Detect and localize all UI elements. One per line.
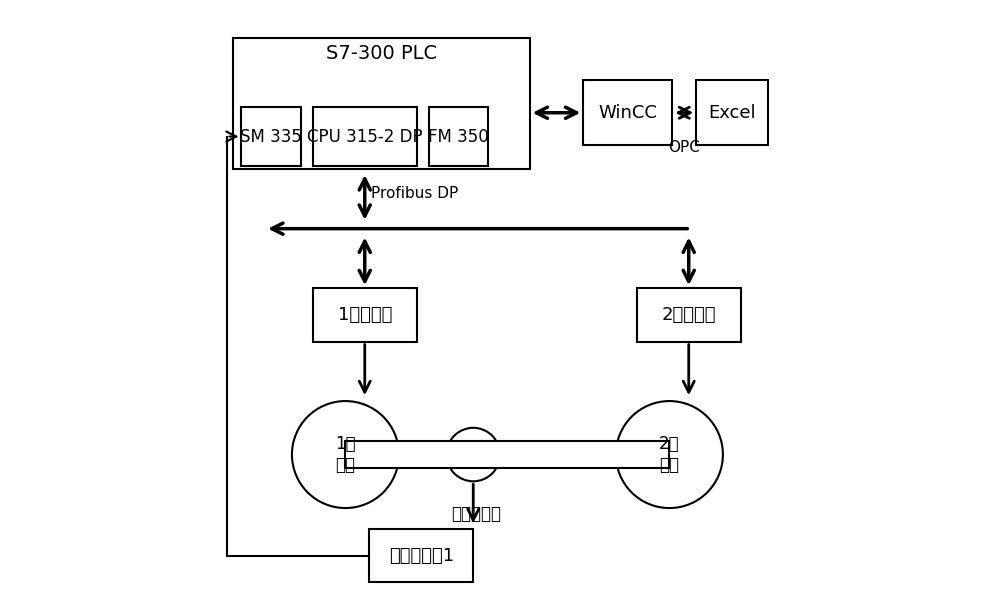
Circle shape (616, 401, 723, 508)
Text: 1号变频器: 1号变频器 (338, 306, 392, 324)
FancyBboxPatch shape (583, 80, 672, 145)
FancyBboxPatch shape (696, 80, 768, 145)
Circle shape (292, 401, 399, 508)
Text: Excel: Excel (708, 104, 756, 122)
Text: FM 350: FM 350 (428, 128, 489, 146)
Text: SM 335: SM 335 (240, 128, 302, 146)
FancyBboxPatch shape (313, 107, 417, 166)
Text: WinCC: WinCC (598, 104, 657, 122)
Text: CPU 315-2 DP: CPU 315-2 DP (307, 128, 423, 146)
Circle shape (447, 428, 500, 481)
FancyBboxPatch shape (345, 441, 669, 468)
Text: 1号
电机: 1号 电机 (335, 435, 356, 474)
Text: Profibus DP: Profibus DP (371, 185, 458, 200)
Text: 张力传感器1: 张力传感器1 (389, 547, 454, 565)
FancyBboxPatch shape (637, 288, 741, 341)
Text: 2号变频器: 2号变频器 (661, 306, 716, 324)
Text: 2号
电机: 2号 电机 (659, 435, 680, 474)
FancyBboxPatch shape (429, 107, 488, 166)
FancyBboxPatch shape (369, 529, 473, 583)
FancyBboxPatch shape (232, 38, 530, 169)
Text: OPC: OPC (668, 140, 700, 155)
Text: S7-300 PLC: S7-300 PLC (326, 44, 437, 63)
FancyBboxPatch shape (313, 288, 417, 341)
FancyBboxPatch shape (241, 107, 301, 166)
Text: 光电编码器: 光电编码器 (451, 505, 501, 523)
